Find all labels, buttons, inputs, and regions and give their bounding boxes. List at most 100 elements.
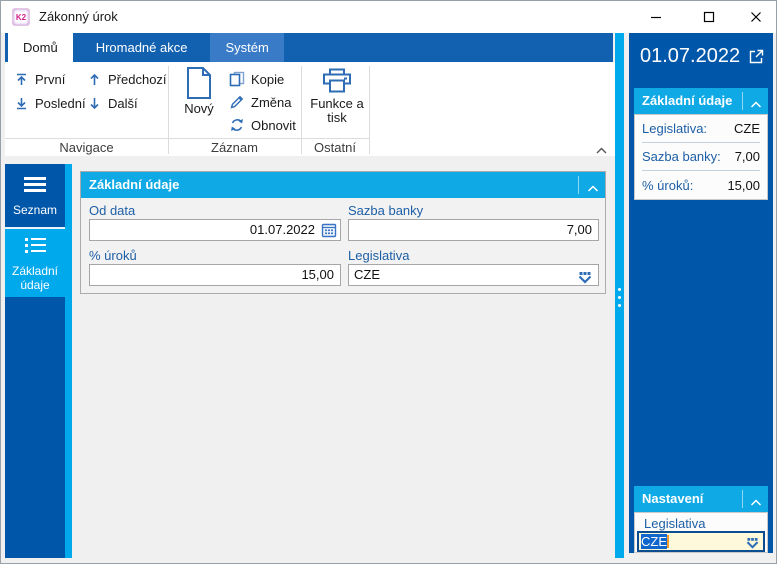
settings-header: Nastavení xyxy=(634,486,768,512)
group-separator xyxy=(168,66,169,154)
header-divider xyxy=(742,490,743,508)
chevron-up-icon xyxy=(750,499,762,506)
sazba-banky-label: Sazba banky xyxy=(348,203,424,218)
settings-legislativa-label: Legislativa xyxy=(644,516,706,531)
new-button[interactable]: Nový xyxy=(177,65,221,137)
first-button[interactable]: První xyxy=(14,69,65,89)
last-icon xyxy=(17,97,26,109)
sazba-banky-value: 7,00 xyxy=(566,222,592,237)
row-value: 7,00 xyxy=(734,149,760,164)
sidebar-item-zakladni-udaje[interactable]: Základní údaje xyxy=(5,229,65,297)
next-icon xyxy=(90,97,99,109)
next-label: Další xyxy=(108,95,138,111)
copy-button[interactable]: Kopie xyxy=(229,69,284,89)
group-separator xyxy=(301,66,302,154)
splitter-grip xyxy=(615,283,624,312)
next-button[interactable]: Další xyxy=(87,93,138,113)
row-label: Legislativa: xyxy=(642,121,708,136)
k2-logo-icon: K2 xyxy=(12,8,30,26)
chevron-up-icon xyxy=(587,185,599,192)
title-bar: K2 Zákonný úrok xyxy=(1,1,776,33)
hamburger-icon xyxy=(24,174,46,195)
ribbon: První Poslední Předchozí Další Nový xyxy=(5,62,618,156)
groupbox-title: Základní údaje xyxy=(89,177,180,192)
new-label: Nový xyxy=(184,101,214,116)
sidebar-item-label: Seznam xyxy=(12,203,58,217)
print-button[interactable]: Funkce a tisk xyxy=(307,65,367,137)
first-label: První xyxy=(35,71,66,87)
refresh-button[interactable]: Obnovit xyxy=(229,115,296,135)
first-icon xyxy=(17,73,26,85)
collapse-section-button[interactable] xyxy=(750,96,762,114)
right-section-header: Základní údaje xyxy=(634,88,768,114)
dropdown-icon[interactable] xyxy=(745,536,760,553)
edit-button[interactable]: Změna xyxy=(229,92,291,112)
last-label: Poslední xyxy=(35,95,86,111)
collapse-section-button[interactable] xyxy=(587,180,599,198)
previous-button[interactable]: Předchozí xyxy=(87,69,167,89)
left-sidebar: Seznam Základní údaje xyxy=(5,164,65,558)
sidebar-item-seznam[interactable]: Seznam xyxy=(5,164,65,227)
new-document-icon xyxy=(187,67,211,99)
summary-row: Legislativa: CZE xyxy=(642,115,760,143)
edit-label: Změna xyxy=(251,94,292,110)
tab-hromadne-akce[interactable]: Hromadné akce xyxy=(95,40,188,55)
printer-icon xyxy=(323,68,351,93)
uroky-label: % úroků xyxy=(89,248,137,263)
sidebar-accent-strip xyxy=(65,164,72,558)
uroky-field[interactable]: 15,00 xyxy=(89,264,341,286)
k2-logo-text: K2 xyxy=(15,12,27,22)
group-label-navigace: Navigace xyxy=(5,138,168,156)
settings-box: Legislativa CZE xyxy=(634,512,768,553)
tab-system[interactable]: Systém xyxy=(210,33,284,62)
header-divider xyxy=(578,176,579,194)
groupbox-header: Základní údaje xyxy=(81,172,605,198)
window-title: Zákonný úrok xyxy=(39,9,118,24)
copy-icon xyxy=(229,71,245,87)
minimize-icon xyxy=(651,16,661,18)
settings-legislativa-input[interactable]: CZE xyxy=(637,531,765,552)
print-label: Funkce a tisk xyxy=(310,96,364,125)
basic-data-groupbox: Základní údaje Od data 01.07.2022 Sazba … xyxy=(80,171,606,294)
sazba-banky-field[interactable]: 7,00 xyxy=(348,219,599,241)
calendar-icon[interactable] xyxy=(321,222,337,244)
od-data-label: Od data xyxy=(89,203,136,218)
legislativa-field[interactable]: CZE xyxy=(348,264,599,286)
close-icon xyxy=(751,11,761,22)
uroky-value: 15,00 xyxy=(301,267,334,282)
tab-domu[interactable]: Domů xyxy=(8,33,73,62)
refresh-icon xyxy=(231,119,243,131)
copy-label: Kopie xyxy=(251,71,285,87)
row-value: 15,00 xyxy=(727,177,760,193)
group-separator xyxy=(369,66,370,154)
record-date-title: 01.07.2022 xyxy=(640,45,741,67)
dropdown-icon[interactable] xyxy=(577,270,593,290)
legislativa-value: CZE xyxy=(354,267,380,282)
row-label: Sazba banky: xyxy=(642,149,721,164)
collapse-ribbon-button[interactable] xyxy=(595,142,609,154)
maximize-button[interactable] xyxy=(692,1,726,32)
group-label-ostatni: Ostatní xyxy=(301,138,369,156)
ribbon-tab-strip: Domů Hromadné akce Systém xyxy=(5,33,613,62)
od-data-field[interactable]: 01.07.2022 xyxy=(89,219,341,241)
text-caret xyxy=(667,535,669,548)
sidebar-item-label: Základní údaje xyxy=(11,263,59,292)
detail-list-icon xyxy=(24,235,46,256)
group-label-zaznam: Záznam xyxy=(168,138,301,156)
header-divider xyxy=(742,92,743,110)
right-section-title: Základní údaje xyxy=(642,93,733,108)
panel-splitter[interactable] xyxy=(615,33,624,558)
previous-icon xyxy=(90,73,99,85)
summary-row: Sazba banky: 7,00 xyxy=(642,143,760,171)
open-in-window-button[interactable] xyxy=(748,48,765,70)
last-button[interactable]: Poslední xyxy=(14,93,86,113)
close-button[interactable] xyxy=(739,1,773,32)
edit-pencil-icon xyxy=(230,95,244,109)
summary-row: % úroků: 15,00 xyxy=(642,171,760,199)
right-summary-box: Legislativa: CZE Sazba banky: 7,00 % úro… xyxy=(634,114,768,200)
od-data-value: 01.07.2022 xyxy=(249,222,315,237)
collapse-section-button[interactable] xyxy=(750,494,762,512)
chevron-up-icon xyxy=(750,101,762,108)
minimize-button[interactable] xyxy=(639,1,673,32)
